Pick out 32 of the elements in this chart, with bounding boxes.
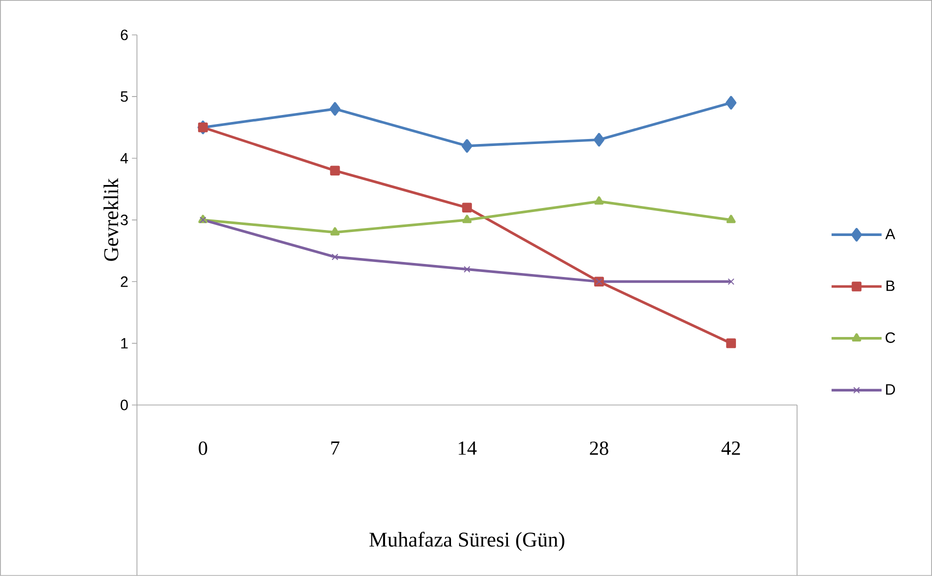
x-tick-label: 42 (721, 442, 740, 455)
x-tick-label: 28 (590, 442, 608, 455)
legend-label: D (886, 384, 895, 395)
point (332, 254, 338, 260)
point (728, 278, 734, 285)
x-tick-label: 14 (458, 442, 477, 455)
x-axis-title: Muhafaza Süresi (Gün) (369, 532, 564, 552)
y-tick-label: 2 (120, 276, 128, 287)
point (726, 214, 736, 224)
point (330, 227, 340, 236)
y-tick-label: 3 (120, 214, 128, 226)
y-tick-label: 0 (120, 400, 128, 410)
point (594, 133, 604, 147)
point (464, 266, 470, 273)
point (462, 139, 472, 153)
y-axis-title: Gevreklik (104, 178, 118, 261)
point (462, 202, 472, 213)
legend-label: B (886, 280, 894, 291)
x-tick-label: 0 (198, 442, 208, 455)
x-tick-label: 7 (331, 442, 340, 455)
legend-label: A (885, 228, 896, 240)
y-tick-label: 4 (120, 153, 128, 164)
point (594, 196, 604, 205)
point (330, 102, 340, 116)
y-tick-label: 5 (120, 91, 128, 102)
y-tick-label: 1 (121, 338, 128, 348)
point (726, 338, 736, 348)
point (462, 214, 472, 224)
point (726, 96, 736, 110)
legend-label: C (886, 332, 896, 343)
y-tick-label: 6 (120, 30, 128, 40)
point (330, 166, 340, 176)
